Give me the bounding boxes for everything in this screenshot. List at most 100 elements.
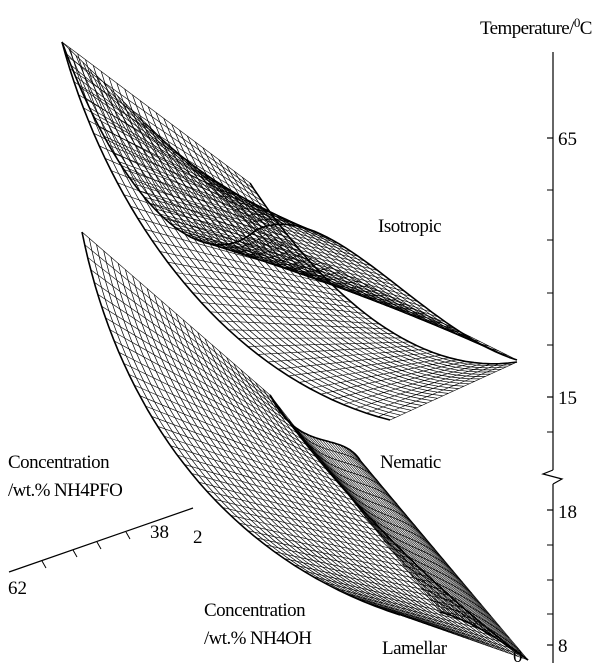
mesh-cross-line bbox=[144, 229, 326, 279]
mesh-cross-line bbox=[288, 355, 442, 377]
mesh-cross-line bbox=[247, 236, 503, 355]
pfo-axis-tick-1 bbox=[41, 560, 47, 569]
pfo-tick-label-38: 38 bbox=[150, 522, 169, 543]
mesh-cross-line bbox=[123, 363, 317, 458]
mesh-cross-line bbox=[78, 94, 267, 208]
mesh-cross-line bbox=[83, 107, 272, 214]
mesh-cross-line bbox=[73, 81, 263, 202]
mesh-cross-line bbox=[295, 427, 465, 621]
mesh-cross-line bbox=[139, 395, 332, 476]
temperature-axis-title-text: Temperature/ bbox=[480, 18, 575, 39]
mesh-cross-line bbox=[359, 459, 529, 661]
mesh-cross-line bbox=[277, 352, 434, 370]
mesh-cross-line bbox=[79, 86, 279, 225]
mesh-cross-line bbox=[331, 362, 475, 400]
mesh-cross-line bbox=[299, 357, 450, 383]
mesh-cross-line bbox=[109, 329, 303, 440]
mesh-cross-line bbox=[366, 363, 500, 414]
pfo-axis-tick-2 bbox=[72, 549, 78, 558]
mesh-cross-line bbox=[348, 448, 515, 651]
mesh-cross-line bbox=[247, 530, 423, 571]
region-label-nematic: Nematic bbox=[380, 452, 441, 473]
mesh-cross-line bbox=[104, 158, 292, 240]
pfo-axis-title-line1: Concentration bbox=[8, 452, 110, 473]
mesh-cross-line bbox=[93, 132, 281, 227]
mesh-cross-line bbox=[311, 436, 480, 629]
pfo-axis-line bbox=[8, 507, 194, 573]
mesh-cross-line bbox=[353, 452, 520, 655]
mesh-cross-line bbox=[247, 341, 410, 347]
mesh-cross-line bbox=[321, 439, 488, 634]
mesh-cross-line bbox=[108, 144, 315, 232]
mesh-cross-line bbox=[309, 359, 458, 389]
tick-label-65: 65 bbox=[558, 129, 577, 150]
pfo-axis: 38 62 Concentration /wt.% NH4PFO bbox=[8, 452, 194, 599]
mesh-cross-line bbox=[167, 261, 345, 297]
mesh-cross-line bbox=[210, 311, 380, 325]
mesh-cross-line bbox=[184, 464, 372, 520]
mesh-cross-line bbox=[151, 416, 343, 488]
region-label-isotropic: Isotropic bbox=[378, 216, 441, 237]
mesh-cross-line bbox=[345, 447, 512, 649]
mesh-cross-line bbox=[81, 231, 271, 396]
mesh-cross-line bbox=[90, 269, 282, 412]
mesh-cross-line bbox=[191, 473, 378, 526]
mesh-cross-line bbox=[206, 490, 390, 539]
mesh-cross-line bbox=[324, 440, 491, 636]
tick-label-18: 18 bbox=[558, 502, 577, 523]
temperature-axis-title-sup: 0 bbox=[574, 15, 580, 30]
mesh-cross-line bbox=[192, 292, 366, 314]
pfo-axis-title-line2: /wt.% NH4PFO bbox=[8, 480, 122, 501]
tick-label-15: 15 bbox=[558, 388, 577, 409]
mesh-line bbox=[197, 332, 479, 644]
mesh-cross-line bbox=[331, 442, 497, 639]
mesh-cross-line bbox=[114, 340, 307, 446]
mesh-cross-line bbox=[201, 302, 373, 320]
mesh-cross-line bbox=[388, 610, 521, 655]
mesh-cross-line bbox=[198, 481, 384, 533]
mesh-cross-line bbox=[318, 438, 486, 632]
axis-break-mark bbox=[541, 469, 564, 485]
mesh-cross-line bbox=[301, 431, 471, 624]
mesh-cross-line bbox=[97, 293, 290, 423]
mesh-cross-line bbox=[323, 582, 478, 621]
mesh-cross-line bbox=[145, 405, 338, 482]
temperature-axis-title: Temperature/0C bbox=[480, 15, 592, 39]
mesh-line bbox=[214, 189, 462, 333]
mesh-cross-line bbox=[337, 443, 503, 643]
mesh-cross-line bbox=[377, 362, 509, 418]
mesh-cross-line bbox=[149, 202, 365, 262]
mesh-cross-line bbox=[87, 257, 278, 406]
mesh-cross-line bbox=[292, 424, 462, 620]
mesh-cross-line bbox=[118, 161, 327, 238]
mesh-cross-line bbox=[65, 55, 254, 190]
oh-axis-title-line2: /wt.% NH4OH bbox=[204, 628, 312, 649]
mesh-cross-line bbox=[159, 251, 339, 291]
mesh-cross-line bbox=[342, 446, 509, 647]
mesh-cross-line bbox=[274, 551, 443, 590]
mesh-cross-line bbox=[70, 64, 268, 227]
mesh-cross-line bbox=[399, 614, 529, 661]
mesh-cross-line bbox=[334, 442, 500, 641]
oh-axis: 2 0 Concentration /wt.% NH4OH bbox=[193, 527, 523, 663]
mesh-cross-line bbox=[238, 240, 489, 349]
pfo-axis-tick-4 bbox=[125, 531, 131, 540]
region-label-lamellar: Lamellar bbox=[382, 638, 448, 659]
mesh-cross-line bbox=[110, 170, 297, 247]
mesh-cross-line bbox=[305, 433, 474, 626]
oh-tick-label-2: 2 bbox=[193, 527, 203, 548]
mesh-cross-line bbox=[288, 421, 459, 619]
mesh-cross-line bbox=[144, 196, 359, 257]
mesh-cross-line bbox=[350, 450, 517, 653]
mesh-cross-line bbox=[105, 317, 298, 434]
mesh-cross-line bbox=[177, 454, 366, 514]
mesh-cross-line bbox=[308, 435, 477, 627]
mesh-cross-line bbox=[88, 120, 276, 221]
mesh-cross-line bbox=[219, 320, 387, 330]
mesh-cross-line bbox=[315, 437, 483, 630]
mesh-cross-line bbox=[170, 445, 360, 507]
mesh-line bbox=[249, 182, 518, 365]
mesh-cross-line bbox=[137, 217, 320, 273]
mesh-cross-line bbox=[238, 522, 416, 565]
pfo-axis-tick-3 bbox=[96, 541, 102, 550]
